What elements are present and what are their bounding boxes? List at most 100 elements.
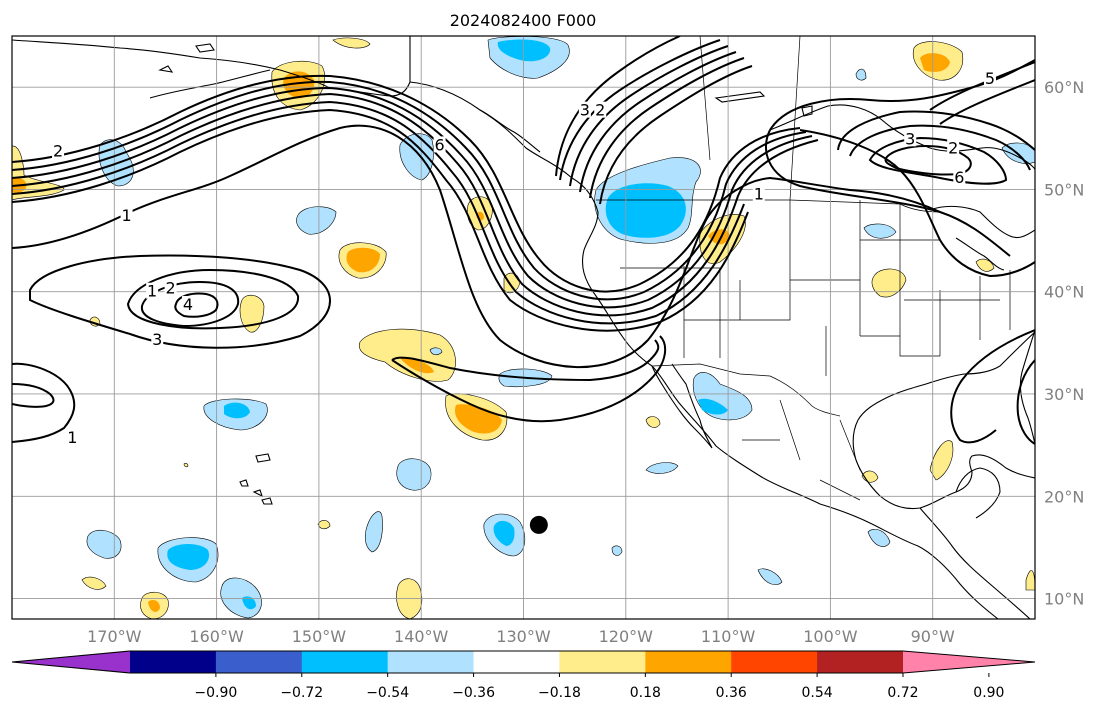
- contour-label-bg: [66, 428, 79, 445]
- contour-line: [174, 292, 219, 318]
- contour-label-bg: [578, 101, 591, 118]
- coastline-hawaii-3: [252, 489, 263, 498]
- contour-line: [569, 45, 729, 187]
- coastlines: [12, 36, 1035, 619]
- contour-label-bg: [953, 169, 966, 186]
- contour-line: [589, 57, 745, 199]
- longitude-label: 130°W: [496, 627, 551, 646]
- shade-region: [224, 402, 250, 419]
- contour-label-bg: [433, 136, 446, 153]
- contour-label-bg: [120, 207, 133, 224]
- coastline-bc: [479, 109, 541, 153]
- shade-region: [317, 520, 331, 530]
- coastline-yucatan: [955, 467, 1001, 519]
- colorbar-tick-label: 0.18: [630, 685, 661, 701]
- coastline-florida: [1019, 329, 1035, 445]
- colorbar-tick-label: 0.72: [887, 685, 918, 701]
- colorbar-tick-label: −0.54: [366, 685, 409, 701]
- colorbar-tick-label: −0.72: [280, 685, 323, 701]
- map-title: 2024082400 F000: [450, 11, 597, 30]
- contour-label: 6: [954, 168, 964, 187]
- contour-line: [12, 362, 76, 443]
- latitude-label: 20°N: [1044, 487, 1084, 506]
- colorbar-extend-min: [12, 651, 130, 673]
- colorbar-tick-label: −0.36: [452, 685, 495, 701]
- contour-label-bg: [151, 330, 164, 347]
- shade-region: [346, 247, 380, 273]
- shade-region: [920, 53, 950, 72]
- contour-line: [849, 124, 1031, 171]
- shade-region: [645, 462, 679, 474]
- latitude-label: 30°N: [1044, 385, 1084, 404]
- shade-region: [239, 294, 265, 333]
- contour-line: [559, 39, 721, 181]
- contour-line: [12, 383, 55, 408]
- contour-label: 5: [985, 69, 995, 88]
- colorbar: −0.90 −0.72 −0.54 −0.36 −0.18 0.18 0.36 0.54 0.7…: [11, 650, 1036, 701]
- shade-region: [183, 462, 189, 468]
- contour-label-bg: [181, 295, 194, 312]
- contour-line: [12, 74, 801, 293]
- shade-region: [493, 520, 515, 546]
- colorbar-tick-label: 0.54: [802, 685, 833, 701]
- contour-lines: [12, 36, 1035, 445]
- shade-region: [81, 576, 107, 590]
- contour-line: [29, 254, 331, 349]
- shade-region: [871, 268, 907, 298]
- shade-region: [757, 568, 783, 585]
- latitude-label: 10°N: [1044, 590, 1084, 609]
- contour-line: [1016, 359, 1035, 445]
- shade-region: [708, 229, 730, 245]
- longitude-label: 110°W: [701, 627, 756, 646]
- colorbar-segment: [645, 651, 732, 673]
- coastline-gulf: [852, 331, 1035, 510]
- colorbar-segment: [473, 651, 560, 673]
- contour-line: [126, 268, 300, 330]
- shade-region: [332, 37, 371, 49]
- contour-label-bg: [164, 279, 177, 296]
- coastline-aleutians: [149, 69, 271, 99]
- longitude-label: 100°W: [803, 627, 858, 646]
- latitude-label: 40°N: [1044, 283, 1084, 302]
- longitude-label: 90°W: [911, 627, 955, 646]
- contour-label-bg: [52, 142, 65, 159]
- contour-label: 1: [754, 185, 764, 204]
- colorbar-outline: [11, 650, 1036, 674]
- contour-line: [599, 65, 753, 205]
- contour-label: 3: [580, 101, 590, 120]
- contour-line: [391, 335, 667, 423]
- coastline-islands: [158, 43, 813, 117]
- latitude-labels: 10°N 20°N 30°N 40°N 50°N 60°N: [1044, 78, 1084, 608]
- colorbar-segment: [731, 651, 818, 673]
- colorbar-segment: [301, 651, 389, 673]
- contour-label: 2: [595, 101, 605, 120]
- contour-line: [579, 51, 737, 193]
- coastline-great-lakes-2: [955, 237, 1005, 271]
- shade-region: [611, 545, 623, 556]
- contour-line: [799, 129, 1035, 278]
- contour-label: 1: [121, 206, 131, 225]
- contour-label-bg: [752, 185, 765, 202]
- contour-label: 6: [435, 135, 445, 154]
- contour-label: 2: [53, 142, 63, 161]
- coastline-west: [409, 36, 999, 619]
- contour-line: [12, 86, 813, 309]
- shade-region: [86, 529, 122, 559]
- colorbar-tick-label: −0.18: [538, 685, 581, 701]
- coastline-hawaii: [255, 453, 271, 463]
- coastline-hawaii-4: [261, 497, 273, 505]
- contour-line: [391, 339, 660, 382]
- longitude-label: 120°W: [599, 627, 654, 646]
- contour-label: 2: [948, 139, 958, 158]
- contour-label: 1: [67, 428, 77, 447]
- longitude-label: 150°W: [292, 627, 347, 646]
- shade-region: [1025, 570, 1035, 591]
- graticule: [12, 36, 1035, 619]
- contour-line: [12, 92, 819, 317]
- shade-region: [167, 544, 210, 570]
- shade-region: [698, 398, 728, 415]
- state-borders: [620, 200, 1011, 376]
- colorbar-segment: [387, 651, 475, 673]
- contour-label-bg: [947, 139, 960, 156]
